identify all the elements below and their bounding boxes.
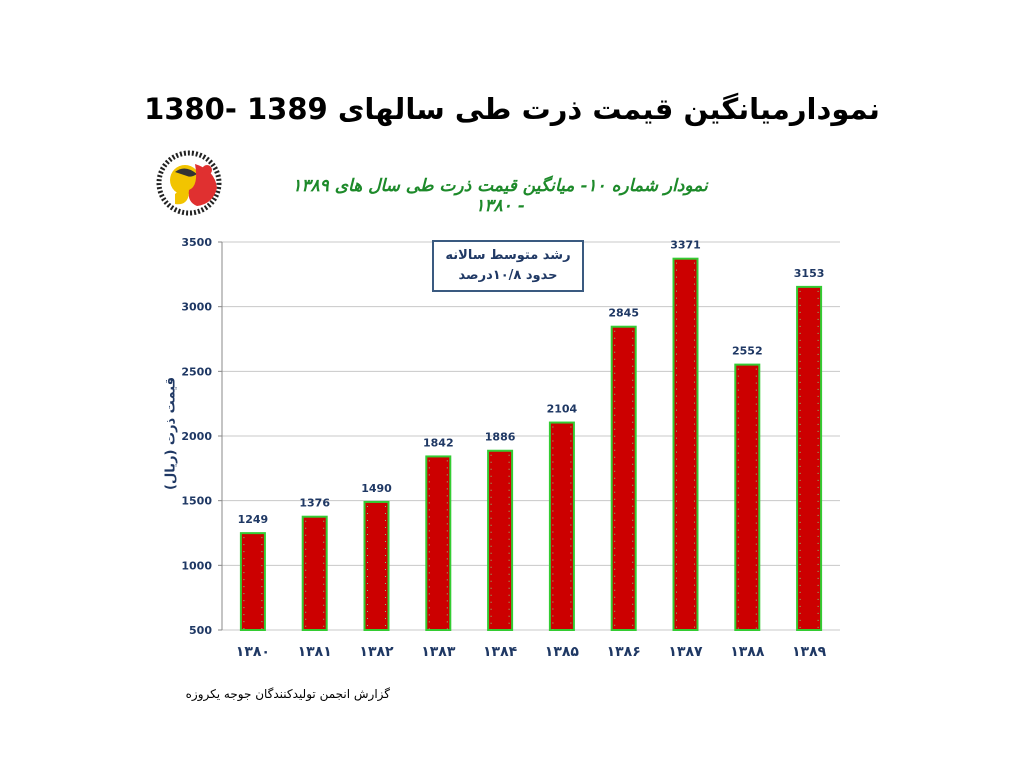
x-tick-label: ۱۳۸۶ bbox=[607, 644, 641, 660]
bar bbox=[734, 363, 761, 631]
bar bbox=[487, 449, 514, 631]
poultry-logo-icon bbox=[156, 150, 222, 216]
x-tick-label: ۱۳۸۸ bbox=[730, 644, 765, 660]
bar bbox=[239, 532, 266, 631]
x-tick-label: ۱۳۸۷ bbox=[668, 644, 703, 660]
data-label: 2552 bbox=[732, 345, 763, 358]
source-note: گزارش انجمن تولیدکنندگان جوجه یکروزه bbox=[185, 687, 390, 701]
y-axis-label: قیمت ذرت (ریال) bbox=[163, 377, 179, 490]
y-tick-label: 500 bbox=[189, 624, 212, 637]
y-tick-label: 2500 bbox=[181, 365, 212, 378]
data-label: 1249 bbox=[238, 513, 269, 526]
bar bbox=[796, 285, 823, 631]
growth-annotation-box: رشد متوسط سالانه حدود ۱۰/۸درصد bbox=[432, 240, 584, 292]
data-labels: 1249 1376 1490 1842 1886 2104 2845 3371 2552 3153 bbox=[238, 239, 825, 526]
bar bbox=[610, 325, 637, 631]
x-tick-label: ۱۳۸۳ bbox=[421, 644, 456, 660]
slide-title: نمودارمیانگین قیمت ذرت طی سالهای 1389 -1… bbox=[144, 92, 880, 126]
x-axis-ticks: ۱۳۸۰ ۱۳۸۱ ۱۳۸۲ ۱۳۸۳ ۱۳۸۴ ۱۳۸۵ ۱۳۸۶ ۱۳۸۷ ۱۳۸۸ ۱۳۸۹ bbox=[236, 644, 827, 660]
x-tick-label: ۱۳۸۱ bbox=[298, 644, 332, 660]
growth-annotation-line2: حدود ۱۰/۸درصد bbox=[458, 268, 558, 283]
bar bbox=[672, 257, 699, 631]
data-label: 1490 bbox=[361, 482, 392, 495]
data-label: 2104 bbox=[547, 403, 578, 416]
bar bbox=[363, 500, 390, 631]
y-tick-label: 1500 bbox=[181, 495, 212, 508]
bars bbox=[239, 257, 823, 632]
data-label: 1842 bbox=[423, 436, 454, 449]
x-tick-label: ۱۳۸۰ bbox=[236, 644, 270, 660]
data-label: 1376 bbox=[299, 497, 330, 510]
x-tick-label: ۱۳۸۴ bbox=[483, 644, 518, 660]
y-tick-label: 3000 bbox=[181, 301, 212, 314]
data-label: 1886 bbox=[485, 431, 516, 444]
y-tick-label: 3500 bbox=[181, 236, 212, 249]
x-tick-label: ۱۳۸۲ bbox=[359, 644, 394, 660]
bar bbox=[425, 455, 452, 631]
growth-annotation-line1: رشد متوسط سالانه bbox=[445, 248, 571, 263]
chart-title: نمودار شماره ۱۰- میانگین قیمت ذرت طی سال… bbox=[292, 176, 708, 216]
y-tick-label: 1000 bbox=[181, 559, 212, 572]
bar bbox=[301, 515, 328, 631]
data-label: 3371 bbox=[670, 239, 701, 252]
data-label: 3153 bbox=[794, 267, 825, 280]
bar bbox=[548, 421, 575, 632]
x-tick-label: ۱۳۸۵ bbox=[545, 644, 580, 660]
data-label: 2845 bbox=[608, 307, 639, 320]
x-tick-label: ۱۳۸۹ bbox=[792, 644, 827, 660]
y-tick-label: 2000 bbox=[181, 430, 212, 443]
y-axis-ticks: 500 1000 1500 2000 2500 3000 3500 bbox=[181, 236, 223, 637]
